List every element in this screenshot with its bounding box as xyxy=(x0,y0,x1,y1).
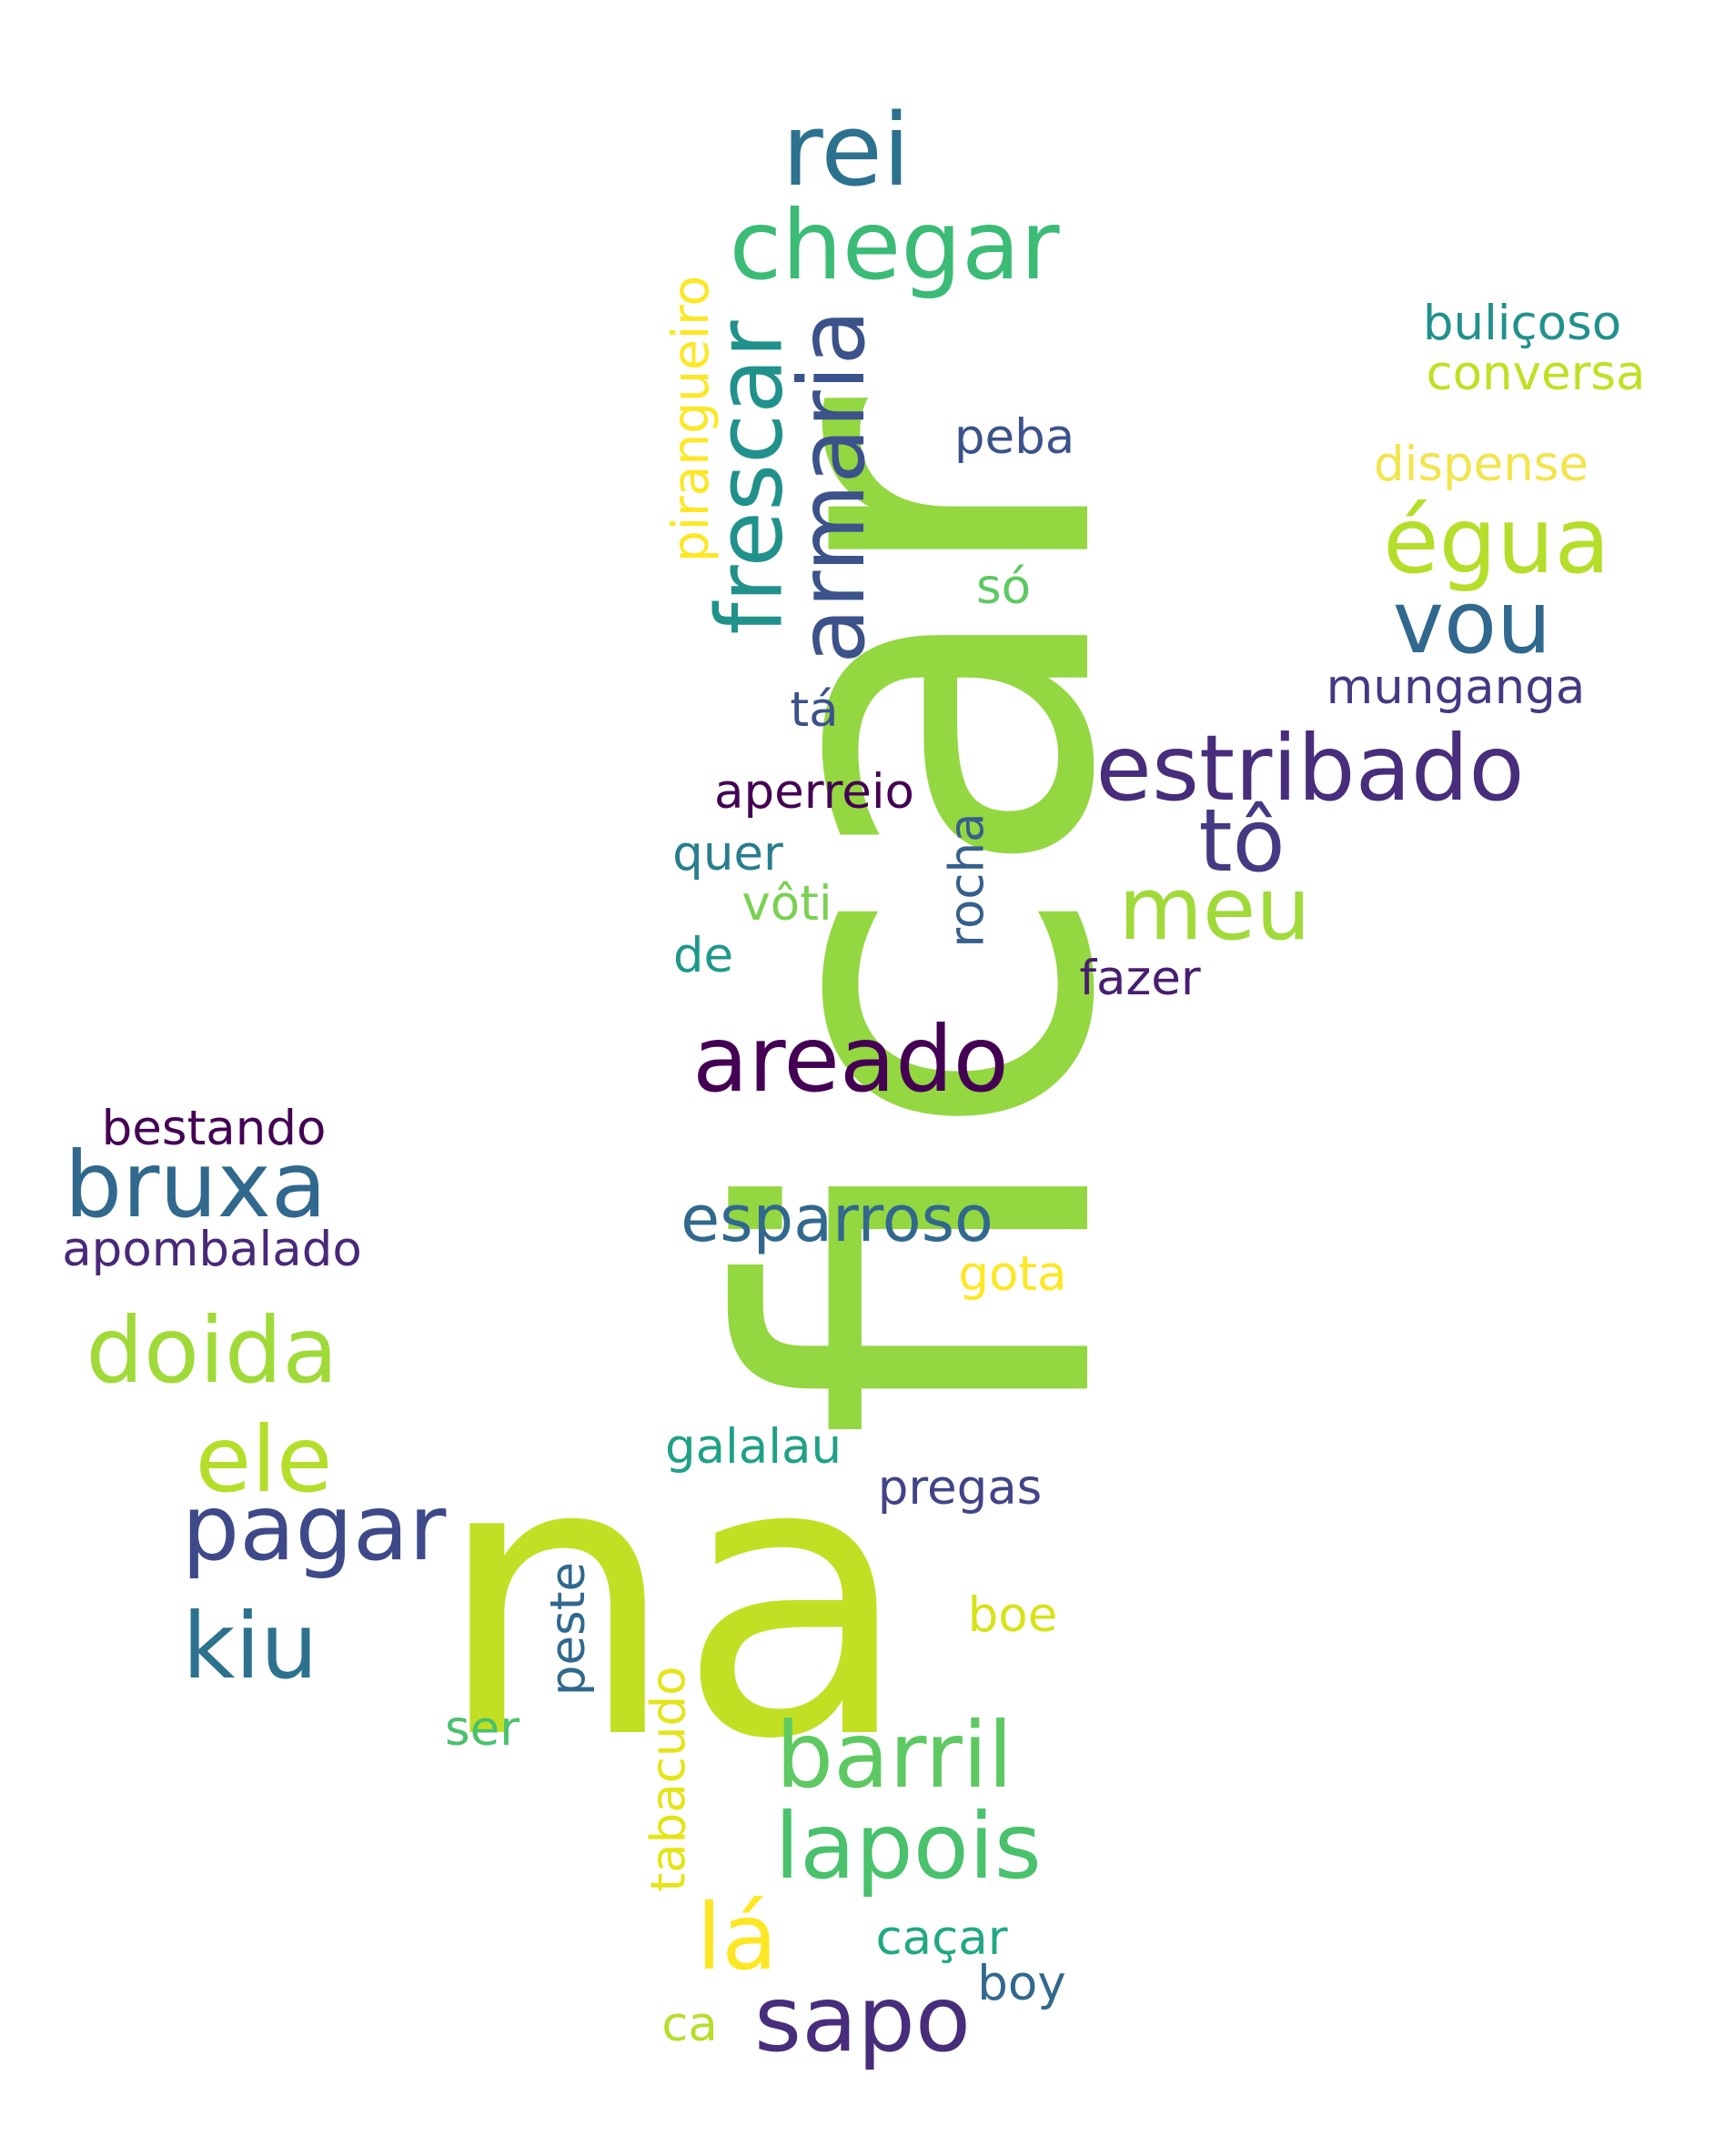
word-peste: peste xyxy=(540,1561,597,1696)
word-bruxa: bruxa xyxy=(64,1132,328,1238)
word-areado: areado xyxy=(692,1006,1009,1113)
word-conversa: conversa xyxy=(1426,345,1646,401)
word-la: lá xyxy=(696,1884,778,1990)
word-pregas: pregas xyxy=(877,1459,1043,1516)
word-sapo: sapo xyxy=(753,1966,972,2072)
word-to: tô xyxy=(1198,791,1286,892)
word-bestando: bestando xyxy=(101,1100,327,1156)
word-barril: barril xyxy=(775,1702,1014,1808)
word-pirangueiro: pirangueiro xyxy=(661,275,721,562)
word-peba: peba xyxy=(953,408,1075,465)
word-ser: ser xyxy=(444,1700,519,1757)
word-quer: quer xyxy=(672,825,783,882)
word-doida: doida xyxy=(86,1297,338,1404)
word-fazer: fazer xyxy=(1079,950,1201,1006)
word-egua: égua xyxy=(1383,488,1610,594)
word-aperreio: aperreio xyxy=(714,763,914,820)
word-dispense: dispense xyxy=(1373,436,1589,492)
word-rei: rei xyxy=(782,92,911,208)
word-ele: ele xyxy=(195,1406,333,1513)
word-estribado: estribado xyxy=(1095,715,1525,821)
word-voti: vôti xyxy=(741,875,832,932)
word-rocha: rocha xyxy=(939,811,995,948)
word-na: na xyxy=(435,1378,912,1823)
word-meu: meu xyxy=(1118,859,1311,960)
word-pagar: pagar xyxy=(181,1475,447,1581)
word-de: de xyxy=(672,927,734,983)
word-kiu: kiu xyxy=(182,1593,318,1699)
word-munganga: munganga xyxy=(1326,659,1586,715)
word-tabacudo: tabacudo xyxy=(641,1665,697,1892)
word-bulicoso: buliçoso xyxy=(1422,295,1622,351)
word-gota: gota xyxy=(958,1245,1067,1302)
word-ca: ca xyxy=(661,1996,718,2052)
word-apombalado: apombalado xyxy=(62,1221,362,1277)
word-cacar: caçar xyxy=(875,1909,1008,1966)
word-lapois: lapois xyxy=(774,1793,1042,1899)
word-so: só xyxy=(975,559,1032,615)
word-galalau: galalau xyxy=(664,1418,842,1475)
word-chegar: chegar xyxy=(729,189,1060,301)
word-vou: vou xyxy=(1392,572,1552,673)
word-ta: tá xyxy=(790,681,839,738)
word-boy: boy xyxy=(977,1955,1066,2011)
word-esparroso: esparroso xyxy=(681,1182,994,1256)
word-boe: boe xyxy=(967,1587,1058,1643)
